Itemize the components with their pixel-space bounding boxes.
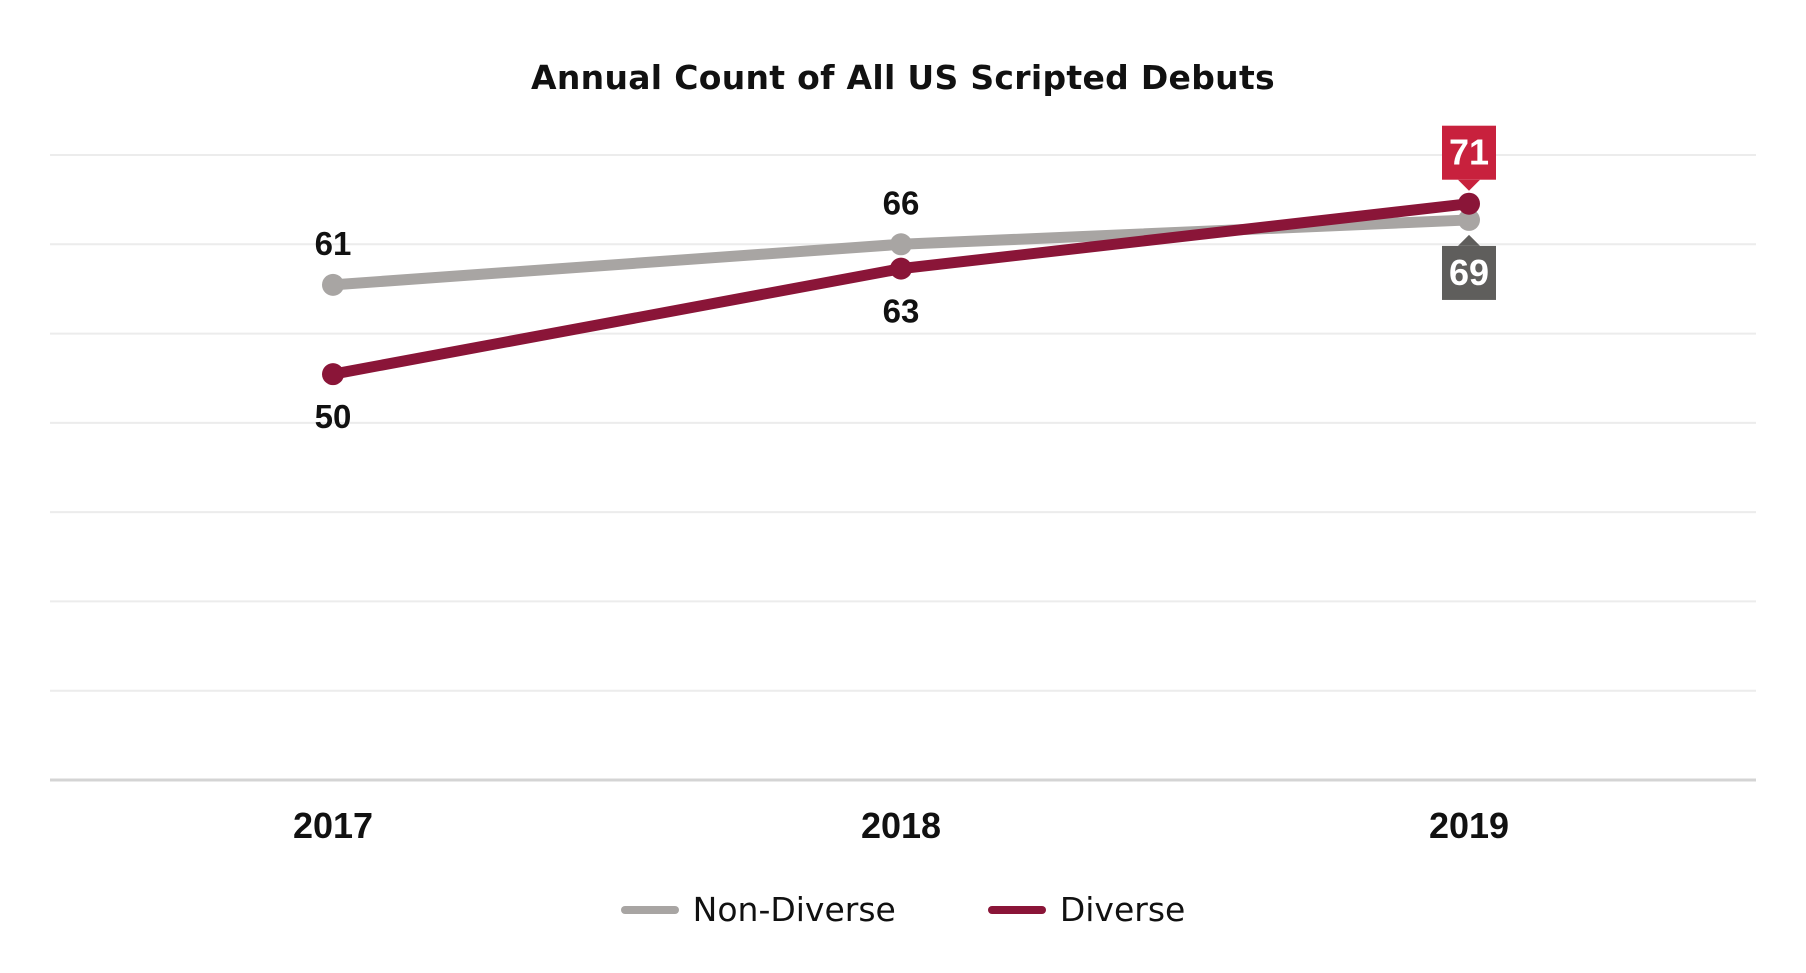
callout-non-diverse: 69 [1442,234,1496,300]
callout-box-non-diverse [1442,245,1496,300]
x-tick-label-2019: 2019 [1429,805,1509,846]
data-point-non-diverse-2019 [1458,208,1480,231]
data-point-diverse-2019 [1458,192,1480,215]
callout-pointer-diverse [1458,179,1480,191]
data-label-non-diverse-2018: 66 [883,184,920,221]
data-label-non-diverse-2019: 69 [1449,252,1489,293]
data-point-non-diverse-2017 [322,273,344,296]
callout-pointer-non-diverse [1458,234,1480,246]
data-label-non-diverse-2017: 61 [315,225,352,262]
chart-title: Annual Count of All US Scripted Debuts [531,58,1275,97]
data-point-diverse-2017 [322,363,344,386]
data-label-diverse-2019: 71 [1449,132,1489,173]
legend-item-non-diverse: Non-Diverse [620,890,896,929]
data-point-diverse-2018 [890,257,912,280]
x-tick-label-2018: 2018 [861,805,941,846]
data-point-non-diverse-2018 [890,233,912,256]
legend-item-diverse: Diverse [987,890,1186,929]
legend-label-diverse: Diverse [1059,890,1186,929]
callout-box-diverse [1442,125,1496,180]
legend-label-non-diverse: Non-Diverse [692,890,896,929]
legend-swatch-diverse [987,905,1046,914]
callout-diverse: 71 [1442,125,1496,191]
data-label-diverse-2018: 63 [883,293,920,330]
data-label-diverse-2017: 50 [315,398,352,435]
legend-swatch-non-diverse [620,905,679,914]
legend: Non-Diverse Diverse [0,890,1806,929]
x-tick-label-2017: 2017 [293,805,373,846]
